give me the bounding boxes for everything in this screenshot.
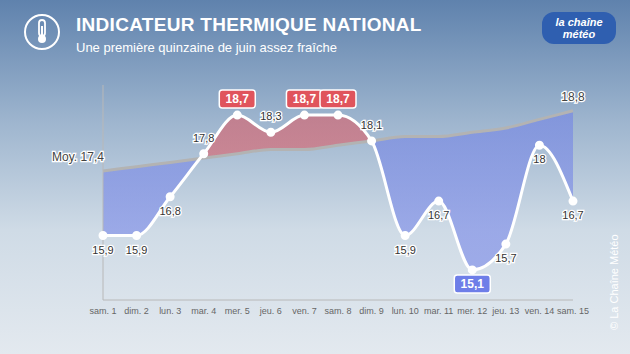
svg-text:15,7: 15,7: [495, 252, 516, 264]
svg-text:18,7: 18,7: [326, 92, 350, 106]
svg-text:16,8: 16,8: [159, 205, 180, 217]
svg-text:Moy. 17,4: Moy. 17,4: [52, 150, 104, 164]
svg-text:18,1: 18,1: [361, 119, 382, 131]
svg-text:ven. 14: ven. 14: [525, 306, 555, 316]
svg-text:18,7: 18,7: [293, 92, 317, 106]
svg-text:mer. 5: mer. 5: [225, 306, 250, 316]
svg-text:18,7: 18,7: [226, 92, 250, 106]
svg-text:lun. 10: lun. 10: [392, 306, 419, 316]
svg-text:jeu. 13: jeu. 13: [491, 306, 519, 316]
svg-text:15,9: 15,9: [126, 244, 147, 256]
svg-text:sam. 1: sam. 1: [89, 306, 116, 316]
html-text:Une première quinzaine de juin: Une première quinzaine de juin assez fra…: [76, 40, 337, 55]
svg-text:ven. 7: ven. 7: [292, 306, 317, 316]
svg-text:18,8: 18,8: [561, 90, 585, 104]
svg-text:jeu. 6: jeu. 6: [259, 306, 282, 316]
svg-text:18,3: 18,3: [260, 110, 281, 122]
html-text:la chaîne météo: la chaîne météo: [555, 16, 603, 40]
svg-text:dim. 2: dim. 2: [124, 306, 149, 316]
svg-text:15,9: 15,9: [394, 244, 415, 256]
svg-text:16,7: 16,7: [562, 209, 583, 221]
svg-text:mar. 11: mar. 11: [424, 306, 453, 316]
svg-text:16,7: 16,7: [428, 209, 449, 221]
svg-text:sam. 15: sam. 15: [557, 306, 589, 316]
svg-text:15,9: 15,9: [92, 244, 113, 256]
html-text:© La Chaîne Météo: © La Chaîne Météo: [608, 234, 620, 330]
svg-text:lun. 3: lun. 3: [159, 306, 181, 316]
svg-text:dim. 9: dim. 9: [359, 306, 384, 316]
html-text:INDICATEUR THERMIQUE NATIONAL: INDICATEUR THERMIQUE NATIONAL: [76, 14, 422, 35]
svg-text:15,1: 15,1: [461, 277, 485, 291]
svg-text:mer. 12: mer. 12: [457, 306, 487, 316]
svg-text:18: 18: [533, 153, 545, 165]
svg-text:sam. 8: sam. 8: [324, 306, 351, 316]
svg-text:17,8: 17,8: [193, 132, 214, 144]
svg-text:mar. 4: mar. 4: [191, 306, 216, 316]
